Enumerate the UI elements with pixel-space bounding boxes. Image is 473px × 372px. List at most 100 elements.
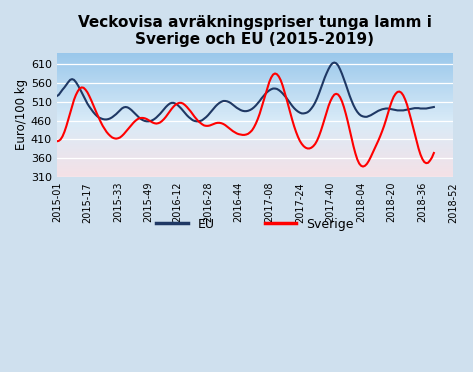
Bar <box>57 138 453 139</box>
Bar <box>57 142 453 143</box>
Bar <box>57 96 453 97</box>
Bar <box>57 107 453 108</box>
Sverige <box>431 151 437 155</box>
Bar <box>57 102 453 103</box>
Bar <box>57 156 453 157</box>
Bar <box>57 136 453 137</box>
Bar <box>57 84 453 85</box>
Bar <box>57 81 453 82</box>
Bar <box>57 158 453 159</box>
EU <box>81 94 87 98</box>
Bar <box>57 59 453 60</box>
Bar <box>57 115 453 116</box>
Bar <box>57 64 453 65</box>
Bar <box>57 166 453 167</box>
Line: EU: EU <box>57 62 434 121</box>
EU <box>387 107 393 111</box>
Bar <box>57 53 453 54</box>
Bar <box>57 162 453 163</box>
Bar <box>57 171 453 172</box>
Bar <box>57 97 453 98</box>
Bar <box>57 109 453 110</box>
Bar <box>57 170 453 171</box>
Bar <box>57 106 453 107</box>
Sverige <box>54 139 60 144</box>
Bar <box>57 150 453 151</box>
Bar <box>57 73 453 74</box>
Sverige <box>272 71 278 76</box>
Bar <box>57 116 453 117</box>
Bar <box>57 98 453 99</box>
Bar <box>57 167 453 168</box>
Bar <box>57 101 453 102</box>
Bar <box>57 127 453 128</box>
Bar <box>57 131 453 132</box>
Bar <box>57 56 453 57</box>
Bar <box>57 164 453 165</box>
Sverige <box>293 130 299 134</box>
Bar <box>57 159 453 160</box>
EU <box>431 105 437 109</box>
Bar <box>57 132 453 133</box>
Bar <box>57 123 453 124</box>
Bar <box>57 174 453 175</box>
Y-axis label: Euro/100 kg: Euro/100 kg <box>15 79 28 151</box>
Bar <box>57 120 453 121</box>
Bar <box>57 119 453 120</box>
Line: Sverige: Sverige <box>57 73 434 167</box>
Bar <box>57 75 453 76</box>
EU <box>332 60 337 65</box>
Bar <box>57 126 453 127</box>
Bar <box>57 154 453 155</box>
Bar <box>57 128 453 129</box>
Bar <box>57 141 453 142</box>
Title: Veckovisa avräkningspriser tunga lamm i
Sverige och EU (2015-2019): Veckovisa avräkningspriser tunga lamm i … <box>78 15 432 47</box>
Bar <box>57 144 453 145</box>
Sverige <box>337 95 343 99</box>
Bar <box>57 148 453 149</box>
Bar <box>57 163 453 164</box>
Bar <box>57 77 453 78</box>
Bar <box>57 79 453 80</box>
Bar <box>57 67 453 68</box>
Bar <box>57 113 453 114</box>
Sverige <box>408 116 414 121</box>
Bar <box>57 55 453 56</box>
Bar <box>57 69 453 70</box>
Bar <box>57 71 453 72</box>
Bar <box>57 104 453 105</box>
Bar <box>57 172 453 173</box>
Bar <box>57 146 453 147</box>
Bar <box>57 153 453 154</box>
Bar <box>57 169 453 170</box>
Bar <box>57 125 453 126</box>
Bar <box>57 91 453 92</box>
Bar <box>57 57 453 58</box>
Bar <box>57 114 453 115</box>
Bar <box>57 122 453 123</box>
Legend: EU, Sverige: EU, Sverige <box>151 212 359 235</box>
Bar <box>57 85 453 86</box>
Bar <box>57 134 453 135</box>
Bar <box>57 140 453 141</box>
EU <box>104 117 109 122</box>
Sverige <box>360 164 366 169</box>
Bar <box>57 66 453 67</box>
Bar <box>57 86 453 87</box>
Bar <box>57 63 453 64</box>
Bar <box>57 149 453 150</box>
Bar <box>57 54 453 55</box>
Sverige <box>387 105 393 109</box>
Bar <box>57 89 453 90</box>
Bar <box>57 121 453 122</box>
Bar <box>57 165 453 166</box>
Bar <box>57 100 453 101</box>
Bar <box>57 93 453 94</box>
Bar <box>57 74 453 75</box>
EU <box>293 108 299 112</box>
Bar <box>57 61 453 62</box>
Bar <box>57 135 453 136</box>
EU <box>339 71 345 76</box>
EU <box>408 107 414 111</box>
Bar <box>57 152 453 153</box>
